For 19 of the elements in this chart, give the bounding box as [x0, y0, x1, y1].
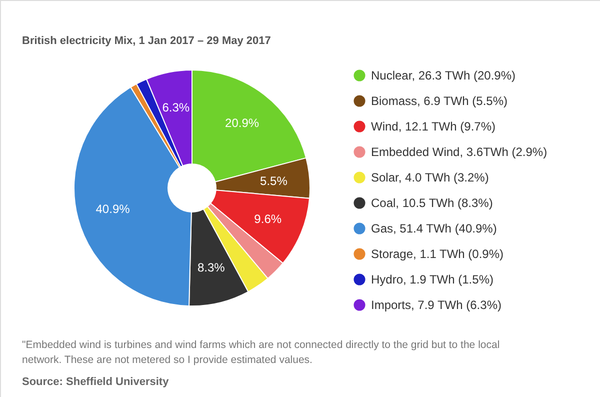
source-note: Source: Sheffield University — [22, 376, 170, 388]
legend-label: Wind, 12.1 TWh (9.7%) — [371, 120, 496, 134]
data-label: 5.5% — [260, 174, 288, 188]
data-label: 6.3% — [162, 100, 190, 115]
text: "Embedded wind is turbines and wind farms which are not connected directly to the grid but to the local network. These are not metered so I provide estimated values. — [22, 339, 500, 366]
legend-label: Biomass, 6.9 TWh (5.5%) — [371, 94, 508, 108]
legend-label: Solar, 4.0 TWh (3.2%) — [371, 170, 489, 184]
legend-label: Storage, 1.1 TWh (0.9%) — [371, 247, 504, 261]
legend-label: Embedded Wind, 3.6TWh (2.9%) — [371, 145, 548, 159]
legend-label: Hydro, 1.9 TWh (1.5%) — [371, 272, 494, 286]
legend-label: Nuclear, 26.3 TWh (20.9%) — [371, 68, 516, 82]
data-label: 9.6% — [254, 212, 282, 226]
data-label: 20.9% — [225, 116, 260, 130]
data-label: 40.9% — [96, 202, 130, 216]
legend-label: Gas, 51.4 TWh (40.9%) — [371, 222, 497, 236]
legend-label: Coal, 10.5 TWh (8.3%) — [371, 196, 493, 210]
data-label: 8.3% — [197, 260, 226, 275]
chart-title: British electricity Mix, 1 Jan 2017 – 29 May 2017 — [22, 35, 271, 47]
legend-label: Imports, 7.9 TWh (6.3%) — [371, 298, 502, 312]
